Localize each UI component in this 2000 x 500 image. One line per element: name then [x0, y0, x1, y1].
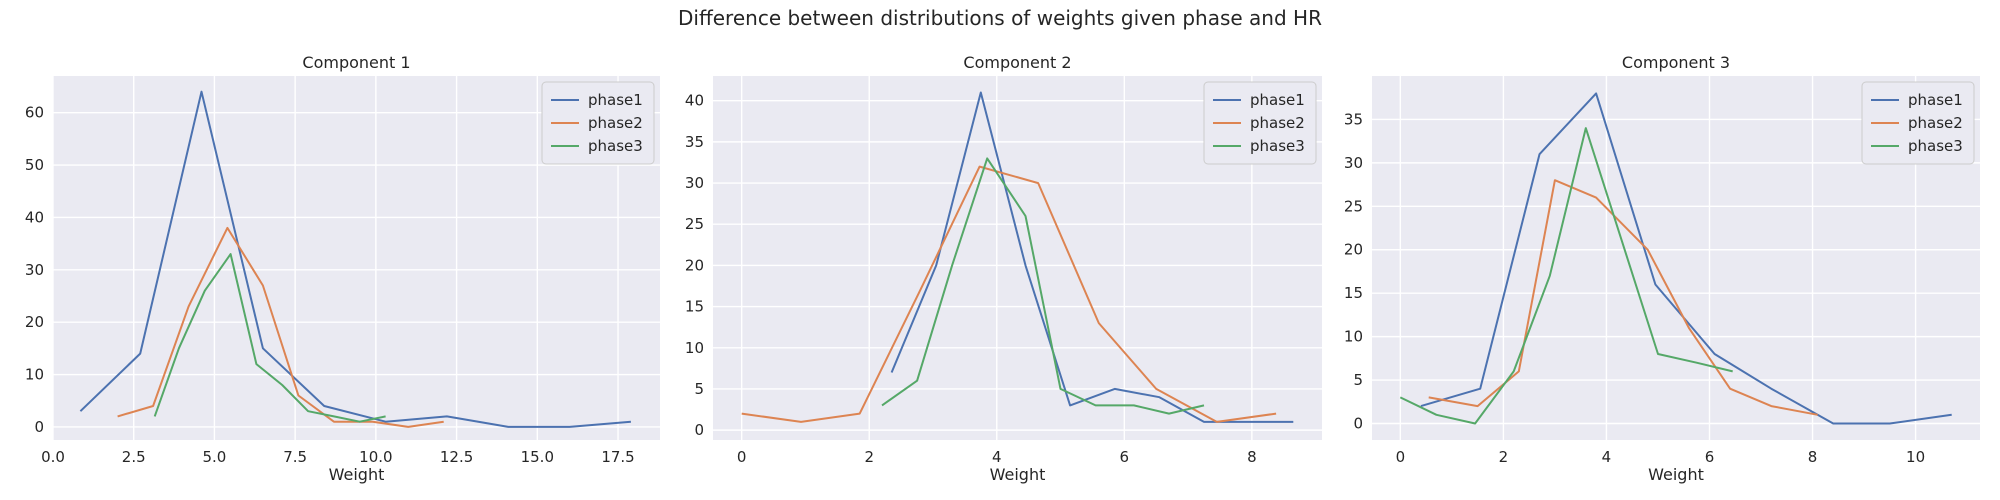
- chart-panel-2: 0 2 4 6 8 0 5 10 15 20 25 30 35 40 Component 2 Weight ph…: [685, 53, 1322, 484]
- y-tick-label: 40: [685, 92, 704, 110]
- y-tick-label: 10: [685, 339, 704, 357]
- figure-title: Difference between distributions of weig…: [678, 6, 1322, 30]
- x-tick-label: 4: [1602, 448, 1612, 466]
- series-line-phase2: [1428, 179, 1818, 416]
- legend: phase1 phase2 phase3: [541, 81, 655, 165]
- x-tick-label: 10: [1906, 448, 1925, 466]
- legend: phase1 phase2 phase3: [1203, 81, 1317, 165]
- x-tick-label: 4: [992, 448, 1002, 466]
- y-tick-label: 5: [694, 380, 704, 398]
- series-line-phase2: [741, 165, 1277, 423]
- y-tick-label: 30: [685, 174, 704, 192]
- x-axis-label: Weight: [329, 465, 385, 484]
- y-tick-label: 25: [685, 215, 704, 233]
- y-tick-label: 35: [685, 133, 704, 151]
- series-line-phase1: [890, 91, 1294, 423]
- y-tick-label: 15: [1344, 284, 1363, 302]
- y-tick-label: 25: [1344, 197, 1363, 215]
- panel-title: Component 1: [302, 53, 410, 72]
- x-tick-label: 0: [1396, 448, 1406, 466]
- y-tick-label: 30: [25, 261, 44, 279]
- legend-label-phase2: phase2: [1908, 114, 1963, 132]
- legend-box: [1861, 81, 1975, 165]
- x-tick-label: 6: [1705, 448, 1715, 466]
- legend-label-phase1: phase1: [588, 91, 643, 109]
- x-tick-label: 8: [1808, 448, 1818, 466]
- x-tick-label: 8: [1247, 448, 1257, 466]
- y-tick-label: 0: [34, 418, 44, 436]
- x-tick-label: 2.5: [122, 448, 146, 466]
- y-tick-label: 0: [694, 421, 704, 439]
- y-tick-label: 10: [1344, 328, 1363, 346]
- legend: phase1 phase2 phase3: [1861, 81, 1975, 165]
- y-tick-label: 5: [1353, 371, 1363, 389]
- legend-label-phase3: phase3: [1908, 137, 1963, 155]
- legend-box: [541, 81, 655, 165]
- y-tick-label: 20: [25, 313, 44, 331]
- y-tick-label: 20: [1344, 241, 1363, 259]
- chart-panel-1: 0.0 2.5 5.0 7.5 10.0 12.5 15.0 17.5 0 10 20 30 40 50 6…: [25, 53, 660, 484]
- legend-label-phase2: phase2: [588, 114, 643, 132]
- legend-label-phase3: phase3: [588, 137, 643, 155]
- x-tick-label: 5.0: [203, 448, 227, 466]
- x-axis-label: Weight: [990, 465, 1046, 484]
- x-tick-label: 2: [864, 448, 874, 466]
- legend-label-phase1: phase1: [1250, 91, 1305, 109]
- series-line-phase2: [117, 226, 444, 428]
- legend-box: [1203, 81, 1317, 165]
- y-tick-label: 20: [685, 256, 704, 274]
- legend-label-phase1: phase1: [1908, 91, 1963, 109]
- x-tick-label: 0: [737, 448, 747, 466]
- x-tick-label: 2: [1499, 448, 1509, 466]
- y-tick-label: 15: [685, 298, 704, 316]
- series-line-phase3: [1399, 127, 1733, 425]
- x-tick-label: 15.0: [521, 448, 554, 466]
- panel-title: Component 2: [963, 53, 1071, 72]
- y-tick-label: 30: [1344, 154, 1363, 172]
- series-line-phase3: [153, 253, 386, 423]
- panel-title: Component 3: [1622, 53, 1730, 72]
- y-tick-label: 60: [25, 104, 44, 122]
- chart-panel-3: 0 2 4 6 8 10 0 5 10 15 20 25 30 35 Component 3 Weight ph…: [1344, 53, 1980, 484]
- legend-label-phase3: phase3: [1250, 137, 1305, 155]
- series-line-phase3: [881, 157, 1205, 415]
- legend-label-phase2: phase2: [1250, 114, 1305, 132]
- y-tick-label: 10: [25, 366, 44, 384]
- y-tick-label: 40: [25, 208, 44, 226]
- x-tick-label: 0.0: [41, 448, 65, 466]
- x-tick-label: 12.5: [440, 448, 473, 466]
- x-tick-label: 17.5: [601, 448, 634, 466]
- y-tick-label: 35: [1344, 110, 1363, 128]
- y-tick-label: 50: [25, 156, 44, 174]
- x-tick-label: 6: [1120, 448, 1130, 466]
- x-tick-label: 7.5: [283, 448, 307, 466]
- series-line-phase1: [79, 90, 631, 428]
- y-tick-label: 0: [1353, 414, 1363, 432]
- x-axis-label: Weight: [1648, 465, 1704, 484]
- x-tick-label: 10.0: [359, 448, 392, 466]
